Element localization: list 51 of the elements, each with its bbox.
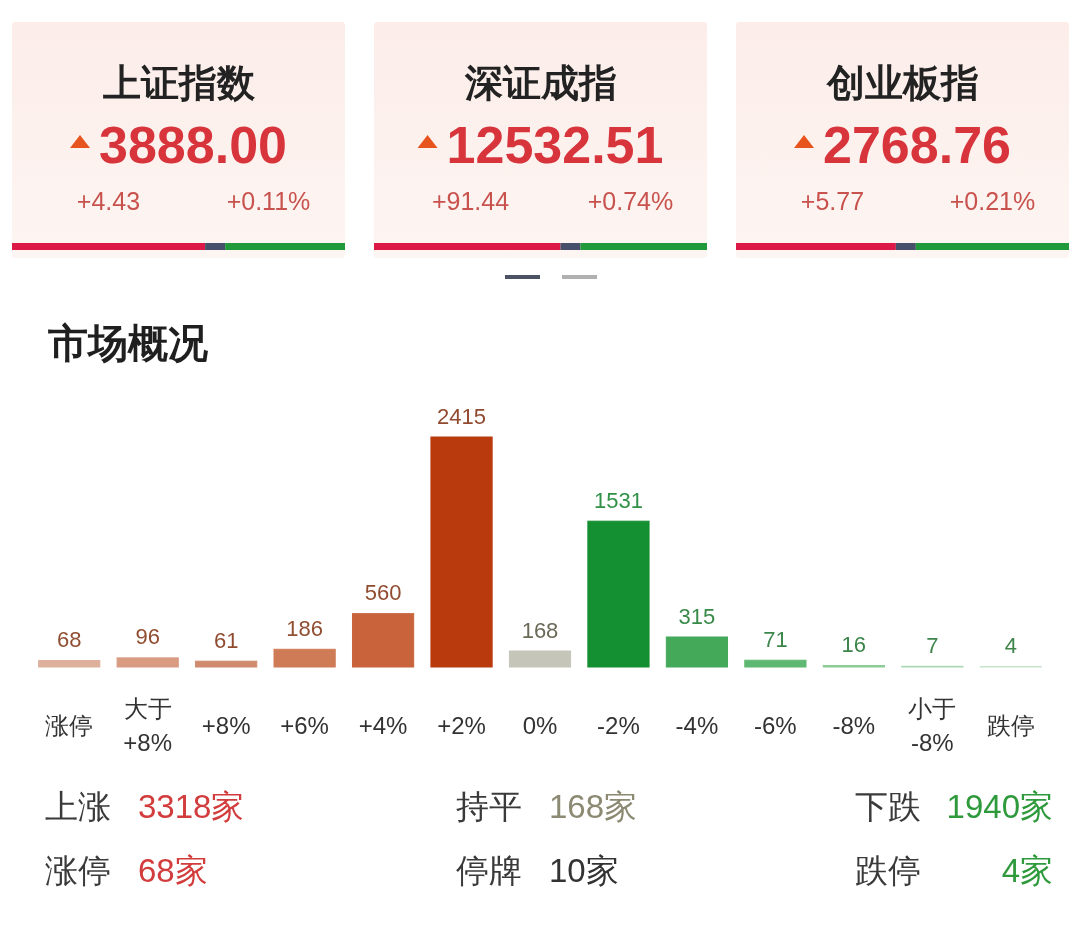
x-tick-label: 0% — [522, 711, 558, 739]
text: 2768.76 — [823, 116, 1011, 174]
x-tick-label: +4% — [358, 711, 408, 739]
text: 1940家 — [946, 787, 1053, 825]
data-label: 96 — [135, 624, 160, 650]
text: 下跌 — [855, 787, 921, 825]
text: 持平 — [456, 787, 522, 825]
chart-title: 深证成指 — [463, 62, 617, 104]
text: 上涨 — [45, 787, 111, 825]
x-tick-label: +6% — [280, 711, 329, 739]
data-label: 71 — [763, 626, 788, 652]
data-label: 68 — [56, 627, 82, 653]
data-label: 186 — [286, 615, 323, 641]
x-tick-label: 涨停 — [45, 711, 94, 739]
chart-title: 创业板指 — [825, 62, 979, 104]
x-tick-label: 大于 +8% — [123, 694, 173, 756]
text: +0.74% — [587, 187, 674, 215]
x-tick-label: +8% — [201, 711, 251, 739]
x-tick-label: -6% — [754, 711, 797, 739]
text: 涨停 — [45, 851, 111, 889]
data-label: 168 — [521, 617, 559, 643]
data-label: 61 — [213, 627, 239, 653]
text: +0.21% — [949, 187, 1036, 215]
chart-title: 上证指数 — [102, 62, 256, 104]
text: 4家 — [1001, 851, 1053, 889]
text: 68家 — [138, 851, 208, 889]
text: 10家 — [549, 851, 619, 889]
text: +5.77 — [800, 187, 865, 215]
text: 12532.51 — [446, 116, 664, 174]
text: 168家 — [549, 787, 638, 825]
data-label: 7 — [926, 632, 939, 658]
text: +4.43 — [76, 187, 141, 215]
text: 停牌 — [456, 851, 522, 889]
text: +91.44 — [431, 187, 510, 215]
x-tick-label: -4% — [675, 711, 719, 739]
text: 3888.00 — [99, 116, 287, 174]
text: 跌停 — [855, 851, 921, 889]
text: +0.11% — [226, 187, 311, 215]
data-label: 2415 — [437, 403, 487, 429]
data-label: 1531 — [593, 487, 643, 513]
x-tick-label: -2% — [597, 711, 640, 739]
x-tick-label: +2% — [437, 711, 486, 739]
x-tick-label: 跌停 — [986, 711, 1035, 739]
x-tick-label: 小于 -8% — [908, 694, 957, 756]
data-label: 16 — [841, 631, 867, 657]
x-tick-label: -8% — [832, 711, 876, 739]
chart-title: 市场概况 — [47, 321, 208, 365]
data-label: 4 — [1004, 633, 1017, 659]
data-label: 315 — [678, 603, 716, 629]
data-label: 560 — [364, 580, 402, 606]
text: 3318家 — [138, 787, 245, 825]
